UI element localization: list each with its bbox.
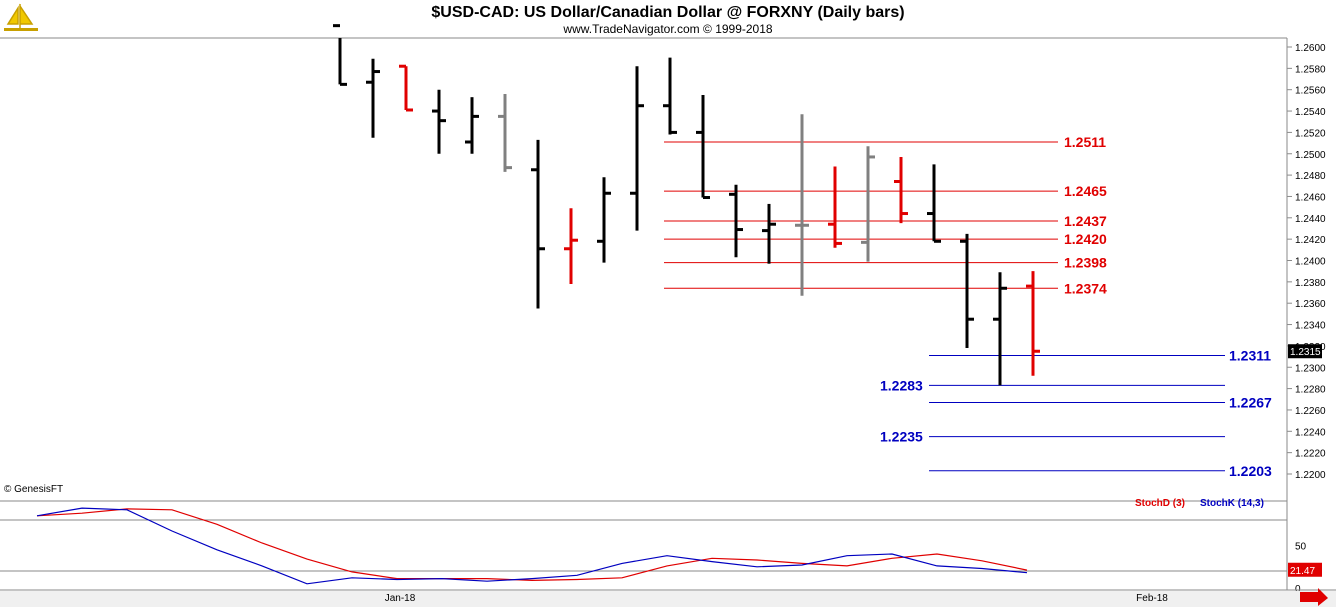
stoch-reference-lines: [0, 519, 1287, 572]
y-tick-label: 1.2380: [1295, 278, 1326, 289]
y-tick-label: 1.2340: [1295, 321, 1326, 332]
y-tick-label: 1.2560: [1295, 86, 1326, 97]
stoch-series-line: [36, 508, 1028, 582]
sailboat-logo-icon[interactable]: [4, 3, 38, 31]
y-tick-label: 1.2360: [1295, 299, 1326, 310]
price-panel: 1.2600 1.2580 1.2560 1.2540 1.2520 1.2500 1.24…: [0, 24, 1326, 590]
y-tick-label: 1.2580: [1295, 64, 1326, 75]
y-tick-label: 1.2520: [1295, 128, 1326, 139]
resistance-label: 1.2374: [1064, 280, 1107, 296]
y-tick-label: 1.2240: [1295, 427, 1326, 438]
resistance-label: 1.2398: [1064, 255, 1107, 271]
last-price-box: [1288, 344, 1322, 359]
support-label: 1.2283: [880, 377, 923, 393]
chart-subtitle: www.TradeNavigator.com © 1999-2018: [562, 22, 772, 36]
y-tick-label: 1.2260: [1295, 406, 1326, 417]
y-tick-label: 1.2460: [1295, 192, 1326, 203]
y-tick-label: 1.2300: [1295, 363, 1326, 374]
y-tick-label: 1.2540: [1295, 107, 1326, 118]
support-label: 1.2267: [1229, 394, 1272, 410]
ohlc-bars: [333, 24, 1040, 386]
last-price-label: 1.2315: [1290, 347, 1321, 358]
stoch-last-value-marker: 21.47: [1288, 562, 1322, 577]
copyright-label: © GenesisFT: [4, 484, 63, 495]
stoch-last-value-label: 21.47: [1290, 566, 1315, 577]
stoch-legend-label: StochK (14,3): [1200, 498, 1264, 509]
support-label: 1.2311: [1229, 348, 1271, 364]
resistance-label: 1.2465: [1064, 183, 1107, 199]
resistance-label: 1.2511: [1064, 134, 1106, 150]
chart-title: $USD-CAD: US Dollar/Canadian Dollar @ FO…: [431, 4, 904, 21]
stoch-legend: StochD (3) StochK (14,3): [1135, 498, 1264, 509]
x-tick-label: Jan-18: [385, 593, 416, 604]
support-label: 1.2235: [880, 429, 923, 445]
stochastic-panel: 500 StochD (3)StochK (14,3) 21.47: [0, 498, 1322, 595]
y-tick-label: 1.2480: [1295, 171, 1326, 182]
time-axis-band: [0, 591, 1336, 607]
resistance-label: 1.2437: [1064, 213, 1107, 229]
y-tick-label: 1.2420: [1295, 235, 1326, 246]
last-price-marker: 1.2315: [1288, 344, 1322, 359]
support-resistance-levels: 1.2511 1.2465 1.2437 1.2420 1.2398 1.2374 1.23…: [664, 134, 1272, 479]
support-label: 1.2203: [1229, 463, 1272, 479]
stoch-series-line: [36, 507, 1028, 585]
time-axis: Jan-18 Feb-18: [0, 588, 1336, 607]
stoch-legend-label: StochD (3): [1135, 498, 1185, 509]
price-axis: 1.2600 1.2580 1.2560 1.2540 1.2520 1.2500 1.24…: [1287, 43, 1326, 481]
stoch-series: [36, 507, 1028, 585]
scroll-right-arrow-icon[interactable]: [1300, 588, 1328, 606]
y-tick-label: 1.2500: [1295, 150, 1326, 161]
y-tick-label: 1.2440: [1295, 214, 1326, 225]
y-tick-label: 1.2220: [1295, 449, 1326, 460]
resistance-label: 1.2420: [1064, 231, 1107, 247]
y-tick-label: 1.2280: [1295, 385, 1326, 396]
y-tick-label: 1.2400: [1295, 257, 1326, 268]
y-tick-label: 1.2200: [1295, 470, 1326, 481]
y-tick-label: 1.2600: [1295, 43, 1326, 54]
stoch-last-value-box: [1288, 562, 1322, 577]
x-tick-label: Feb-18: [1136, 593, 1168, 604]
stoch-tick-label: 50: [1295, 542, 1307, 553]
